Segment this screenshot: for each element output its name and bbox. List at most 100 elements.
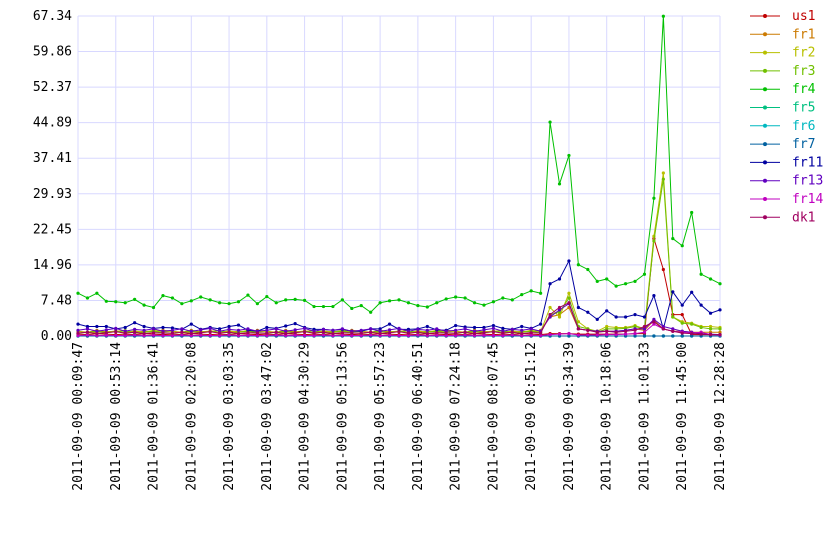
data-point <box>501 333 505 338</box>
data-point <box>661 324 665 329</box>
data-point <box>718 308 722 312</box>
data-point <box>661 14 665 18</box>
data-point <box>180 302 184 306</box>
data-point <box>708 332 713 337</box>
data-point <box>397 333 401 338</box>
data-point <box>576 263 580 267</box>
data-point <box>567 301 571 305</box>
data-point <box>614 330 618 334</box>
data-point <box>472 329 477 333</box>
x-tick-label: 2011-09-09 00:53:14 <box>109 342 124 491</box>
data-point <box>557 315 562 319</box>
data-point <box>680 244 684 248</box>
data-point <box>95 324 99 329</box>
data-point <box>123 325 127 330</box>
data-point <box>671 236 675 241</box>
data-point <box>170 326 175 330</box>
data-point <box>680 303 684 307</box>
data-point <box>614 327 618 331</box>
data-point <box>491 323 496 328</box>
data-point <box>661 327 665 331</box>
data-point <box>359 328 363 332</box>
data-point <box>444 331 448 335</box>
data-point <box>161 331 165 335</box>
data-point <box>454 295 458 299</box>
data-point <box>520 324 524 329</box>
data-point <box>680 321 684 325</box>
data-point <box>416 330 420 334</box>
x-tick-label: 2011-09-09 12:28:28 <box>713 342 728 491</box>
y-tick-label: 14.96 <box>33 258 72 273</box>
data-point <box>199 333 203 337</box>
data-point <box>633 324 637 329</box>
x-tick-label: 2011-09-09 03:47:02 <box>260 342 275 491</box>
data-point <box>699 272 703 276</box>
data-point <box>472 325 477 330</box>
data-point <box>227 330 231 334</box>
data-point <box>614 315 618 319</box>
data-point <box>671 334 675 338</box>
data-point <box>397 298 401 302</box>
data-point <box>378 327 382 331</box>
legend-marker <box>763 68 767 73</box>
data-point <box>501 326 505 330</box>
data-point <box>340 333 344 337</box>
data-point <box>312 331 316 335</box>
legend-marker <box>763 142 767 147</box>
data-point <box>293 333 297 337</box>
data-point <box>557 310 562 314</box>
data-point <box>557 305 562 310</box>
data-point <box>369 310 373 314</box>
data-point <box>708 324 713 329</box>
data-point <box>321 333 326 337</box>
x-tick-label: 2011-09-09 06:40:51 <box>411 342 426 491</box>
data-point <box>491 300 496 304</box>
data-point <box>321 330 326 334</box>
data-point <box>595 279 599 283</box>
data-point <box>255 333 259 338</box>
data-point <box>652 196 656 200</box>
data-point <box>387 333 392 337</box>
data-point <box>699 303 703 307</box>
data-point <box>520 328 524 332</box>
data-point <box>274 327 278 331</box>
data-point <box>114 326 118 330</box>
data-point <box>661 171 665 175</box>
data-point <box>623 315 628 319</box>
data-point <box>114 330 118 334</box>
data-point <box>680 331 684 335</box>
data-point <box>623 329 628 333</box>
data-point <box>189 329 193 333</box>
data-point <box>623 282 628 286</box>
data-point <box>133 330 137 334</box>
data-point <box>387 328 392 332</box>
legend-label: us1 <box>792 9 815 24</box>
data-point <box>302 326 307 330</box>
data-point <box>265 294 269 299</box>
data-point <box>227 333 231 337</box>
data-point <box>454 328 458 332</box>
data-point <box>293 328 297 332</box>
data-point <box>652 239 656 243</box>
data-point <box>199 295 203 299</box>
data-point <box>255 331 259 335</box>
data-point <box>265 331 269 335</box>
data-point <box>586 310 590 314</box>
x-tick-label: 2011-09-09 05:57:23 <box>373 342 388 491</box>
data-point <box>529 331 533 335</box>
x-tick-label: 2011-09-09 08:51:12 <box>524 342 539 491</box>
data-point <box>576 305 580 310</box>
data-point <box>633 313 637 317</box>
data-point <box>652 317 656 321</box>
data-point <box>208 333 212 338</box>
data-point <box>595 330 599 334</box>
data-point <box>274 301 278 305</box>
data-point <box>680 334 684 338</box>
legend-label: fr6 <box>792 119 815 134</box>
legend-label: fr11 <box>792 155 823 170</box>
data-point <box>406 331 411 335</box>
data-point <box>567 153 571 158</box>
data-point <box>586 267 590 272</box>
data-point <box>350 306 354 311</box>
